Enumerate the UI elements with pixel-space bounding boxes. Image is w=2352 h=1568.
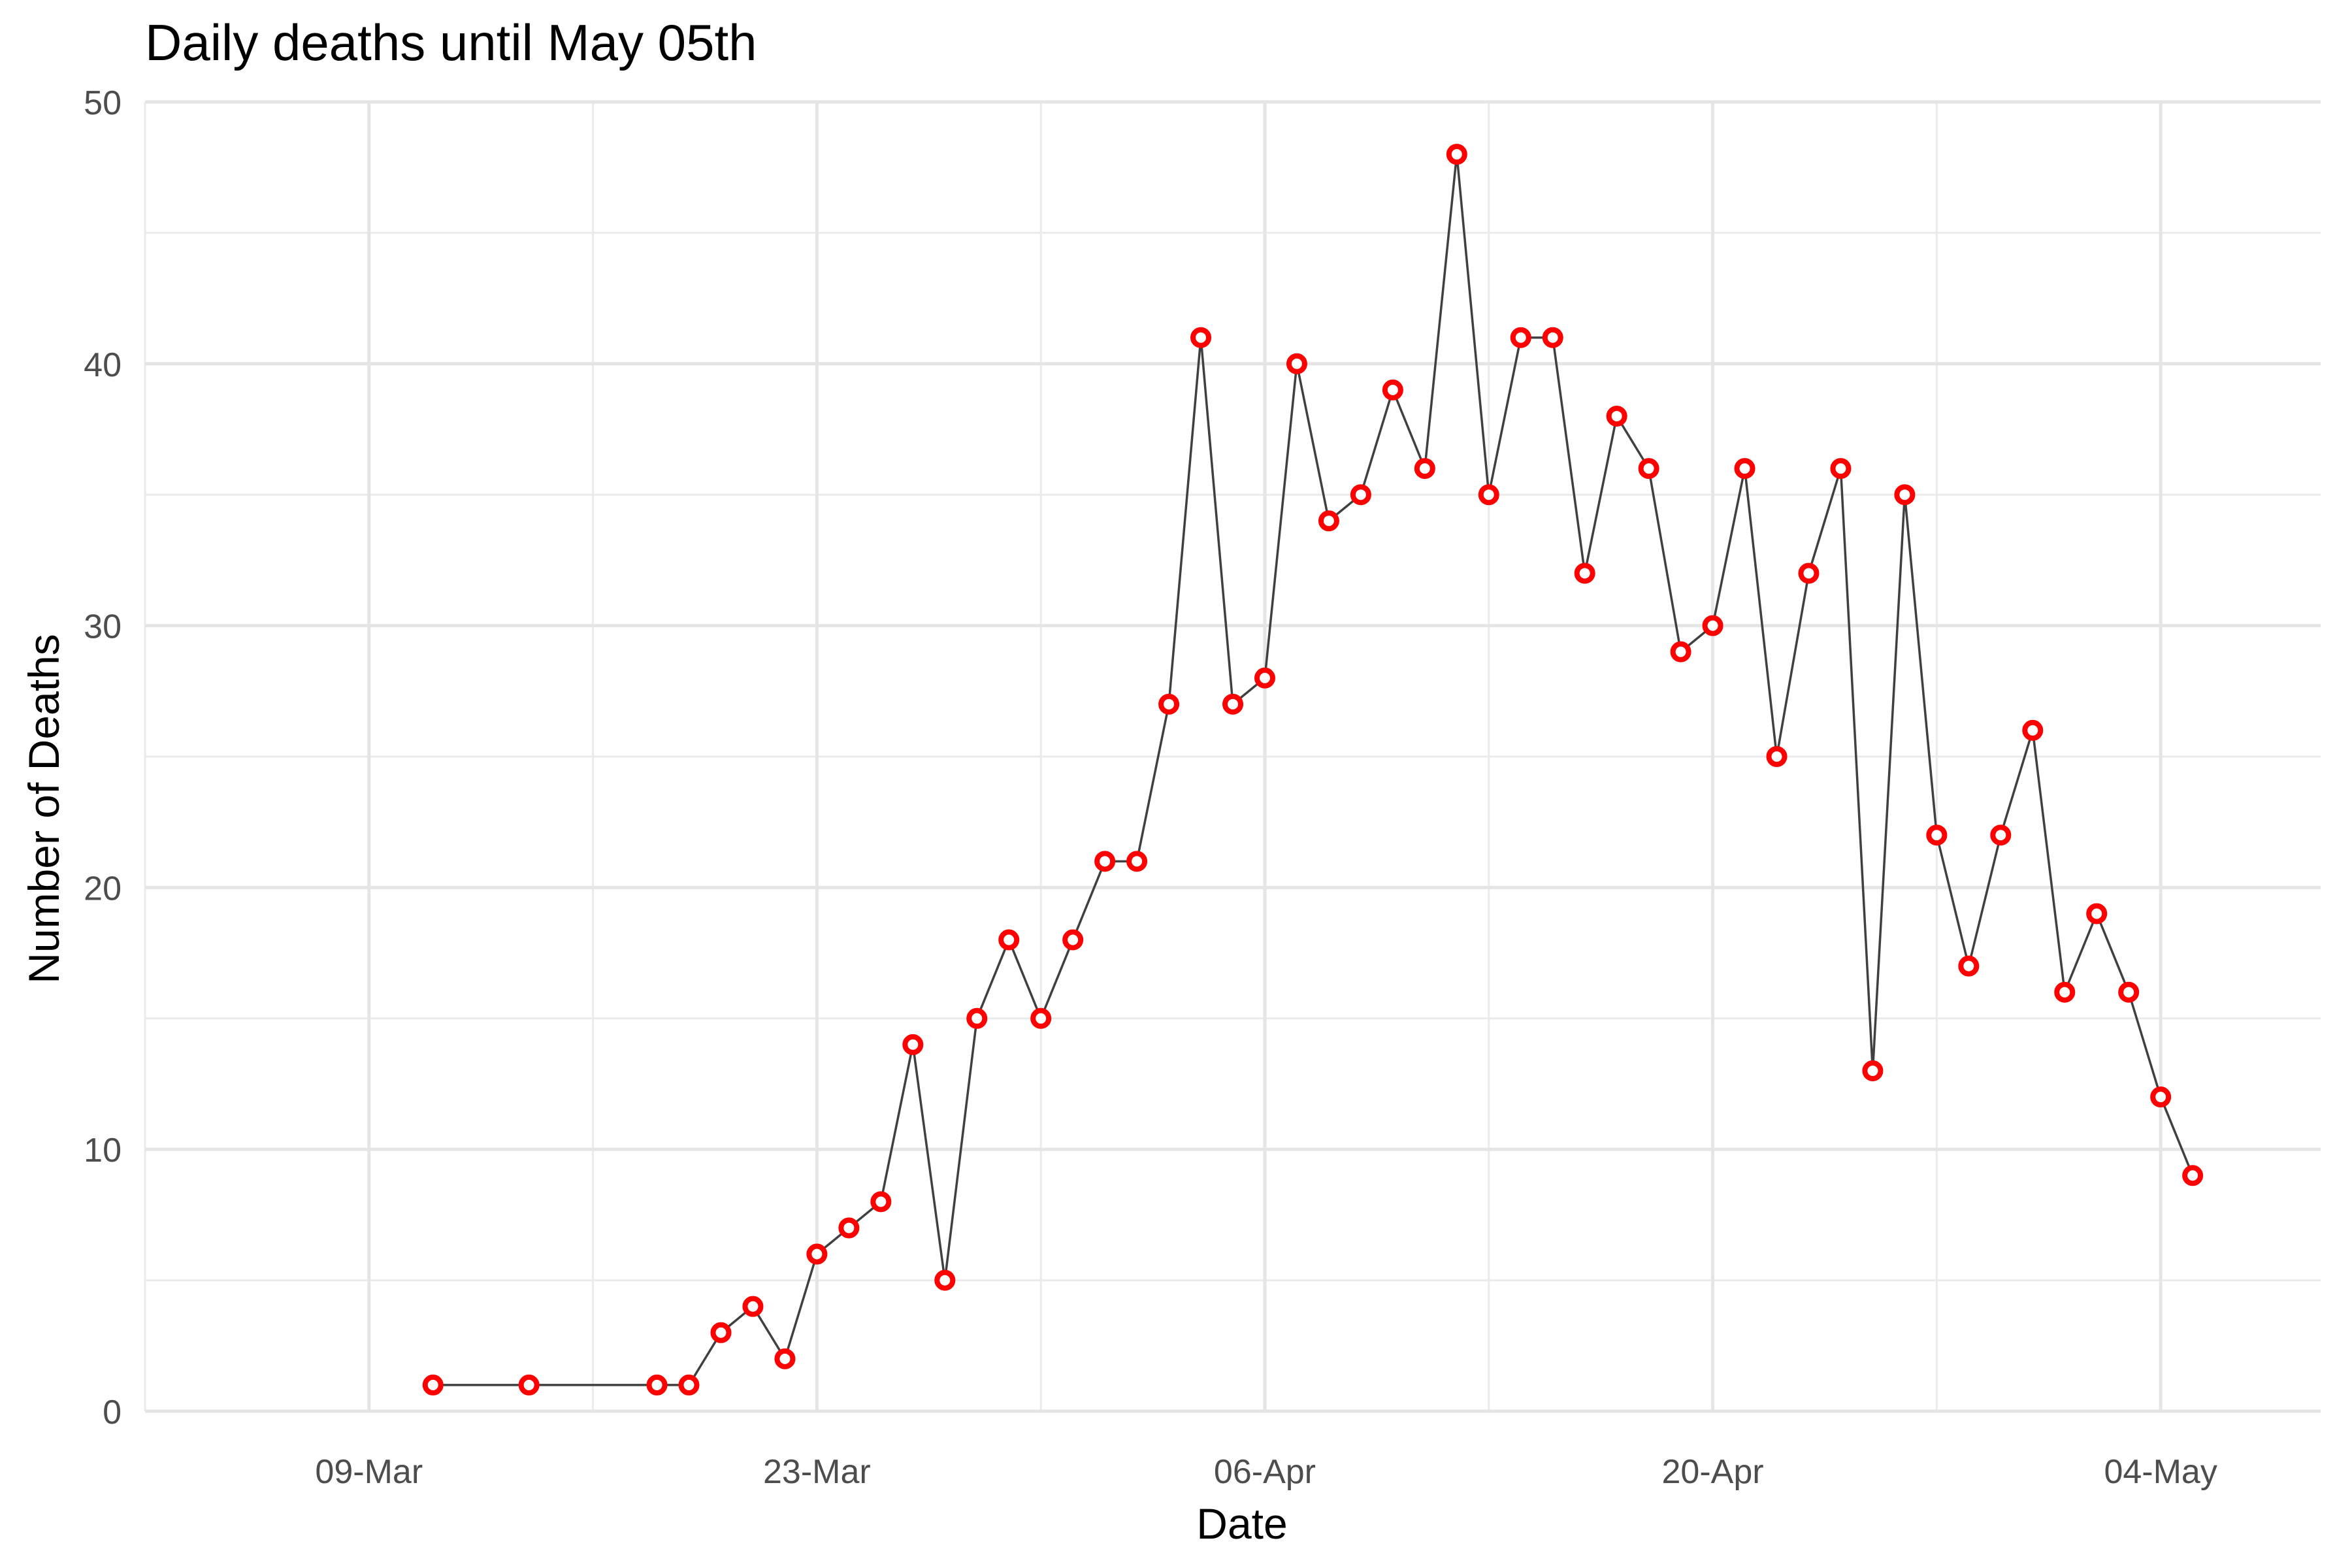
data-point <box>1382 379 1403 400</box>
data-point <box>1350 484 1371 506</box>
x-tick-label: 09-Mar <box>315 1453 423 1491</box>
data-point <box>1734 458 1756 480</box>
y-tick-label: 0 <box>103 1394 122 1431</box>
data-point <box>1670 641 1691 662</box>
data-point <box>1062 929 1084 951</box>
data-point <box>1094 851 1116 872</box>
x-tick-label: 04-May <box>2104 1453 2217 1491</box>
data-point <box>1798 563 1820 584</box>
data-point <box>1990 825 2012 846</box>
data-point <box>774 1348 796 1369</box>
data-point <box>1542 327 1563 348</box>
y-tick-label: 40 <box>84 346 122 384</box>
data-point <box>1638 458 1659 480</box>
y-axis-title: Number of Deaths <box>20 634 68 984</box>
data-point <box>710 1322 732 1343</box>
data-point <box>1862 1060 1884 1081</box>
data-point <box>1158 693 1180 715</box>
x-axis-title: Date <box>1196 1499 1287 1548</box>
data-point <box>2022 719 2044 741</box>
data-point <box>1478 484 1499 506</box>
data-point <box>1286 353 1307 374</box>
data-point <box>1030 1007 1052 1029</box>
y-tick-label: 30 <box>84 608 122 646</box>
data-point <box>1606 405 1627 427</box>
data-point <box>1254 667 1275 689</box>
data-point <box>1446 144 1467 165</box>
data-point <box>678 1374 700 1396</box>
grid-minor <box>144 102 2321 1411</box>
data-point <box>1222 693 1243 715</box>
data-point <box>1830 458 1852 480</box>
y-tick-label: 10 <box>84 1132 122 1169</box>
data-point <box>2086 903 2108 924</box>
data-point <box>902 1034 924 1055</box>
data-point <box>870 1191 892 1213</box>
y-tick-label: 50 <box>84 84 122 122</box>
data-point <box>1510 327 1531 348</box>
data-point <box>422 1374 444 1396</box>
x-tick-label: 06-Apr <box>1214 1453 1316 1491</box>
data-point <box>742 1296 764 1317</box>
data-point <box>934 1269 956 1291</box>
data-point <box>1318 510 1339 532</box>
data-point <box>646 1374 668 1396</box>
chart-title: Daily deaths until May 05th <box>145 14 757 71</box>
series-points <box>422 144 2204 1396</box>
data-point <box>806 1243 828 1265</box>
data-point <box>1958 955 1980 977</box>
data-point <box>1926 825 1948 846</box>
y-tick-labels: 0 10 20 30 40 50 <box>84 84 122 1431</box>
x-tick-label: 23-Mar <box>763 1453 871 1491</box>
y-tick-label: 20 <box>84 870 122 907</box>
data-point <box>2054 981 2076 1003</box>
x-tick-labels: 09-Mar 23-Mar 06-Apr 20-Apr 04-May <box>315 1453 2217 1491</box>
data-point <box>1766 746 1788 767</box>
data-point <box>838 1217 860 1239</box>
data-point <box>2118 981 2140 1003</box>
data-point <box>1894 484 1916 506</box>
data-point <box>1190 327 1212 348</box>
grid-major <box>145 100 2321 1413</box>
data-point <box>966 1007 988 1029</box>
data-point <box>2150 1086 2172 1108</box>
data-point <box>1702 615 1723 636</box>
data-point <box>1574 563 1595 584</box>
data-point <box>998 929 1020 951</box>
x-tick-label: 20-Apr <box>1662 1453 1764 1491</box>
data-point <box>518 1374 540 1396</box>
data-point <box>1414 458 1435 480</box>
data-point <box>2182 1165 2204 1186</box>
data-point <box>1126 851 1148 872</box>
